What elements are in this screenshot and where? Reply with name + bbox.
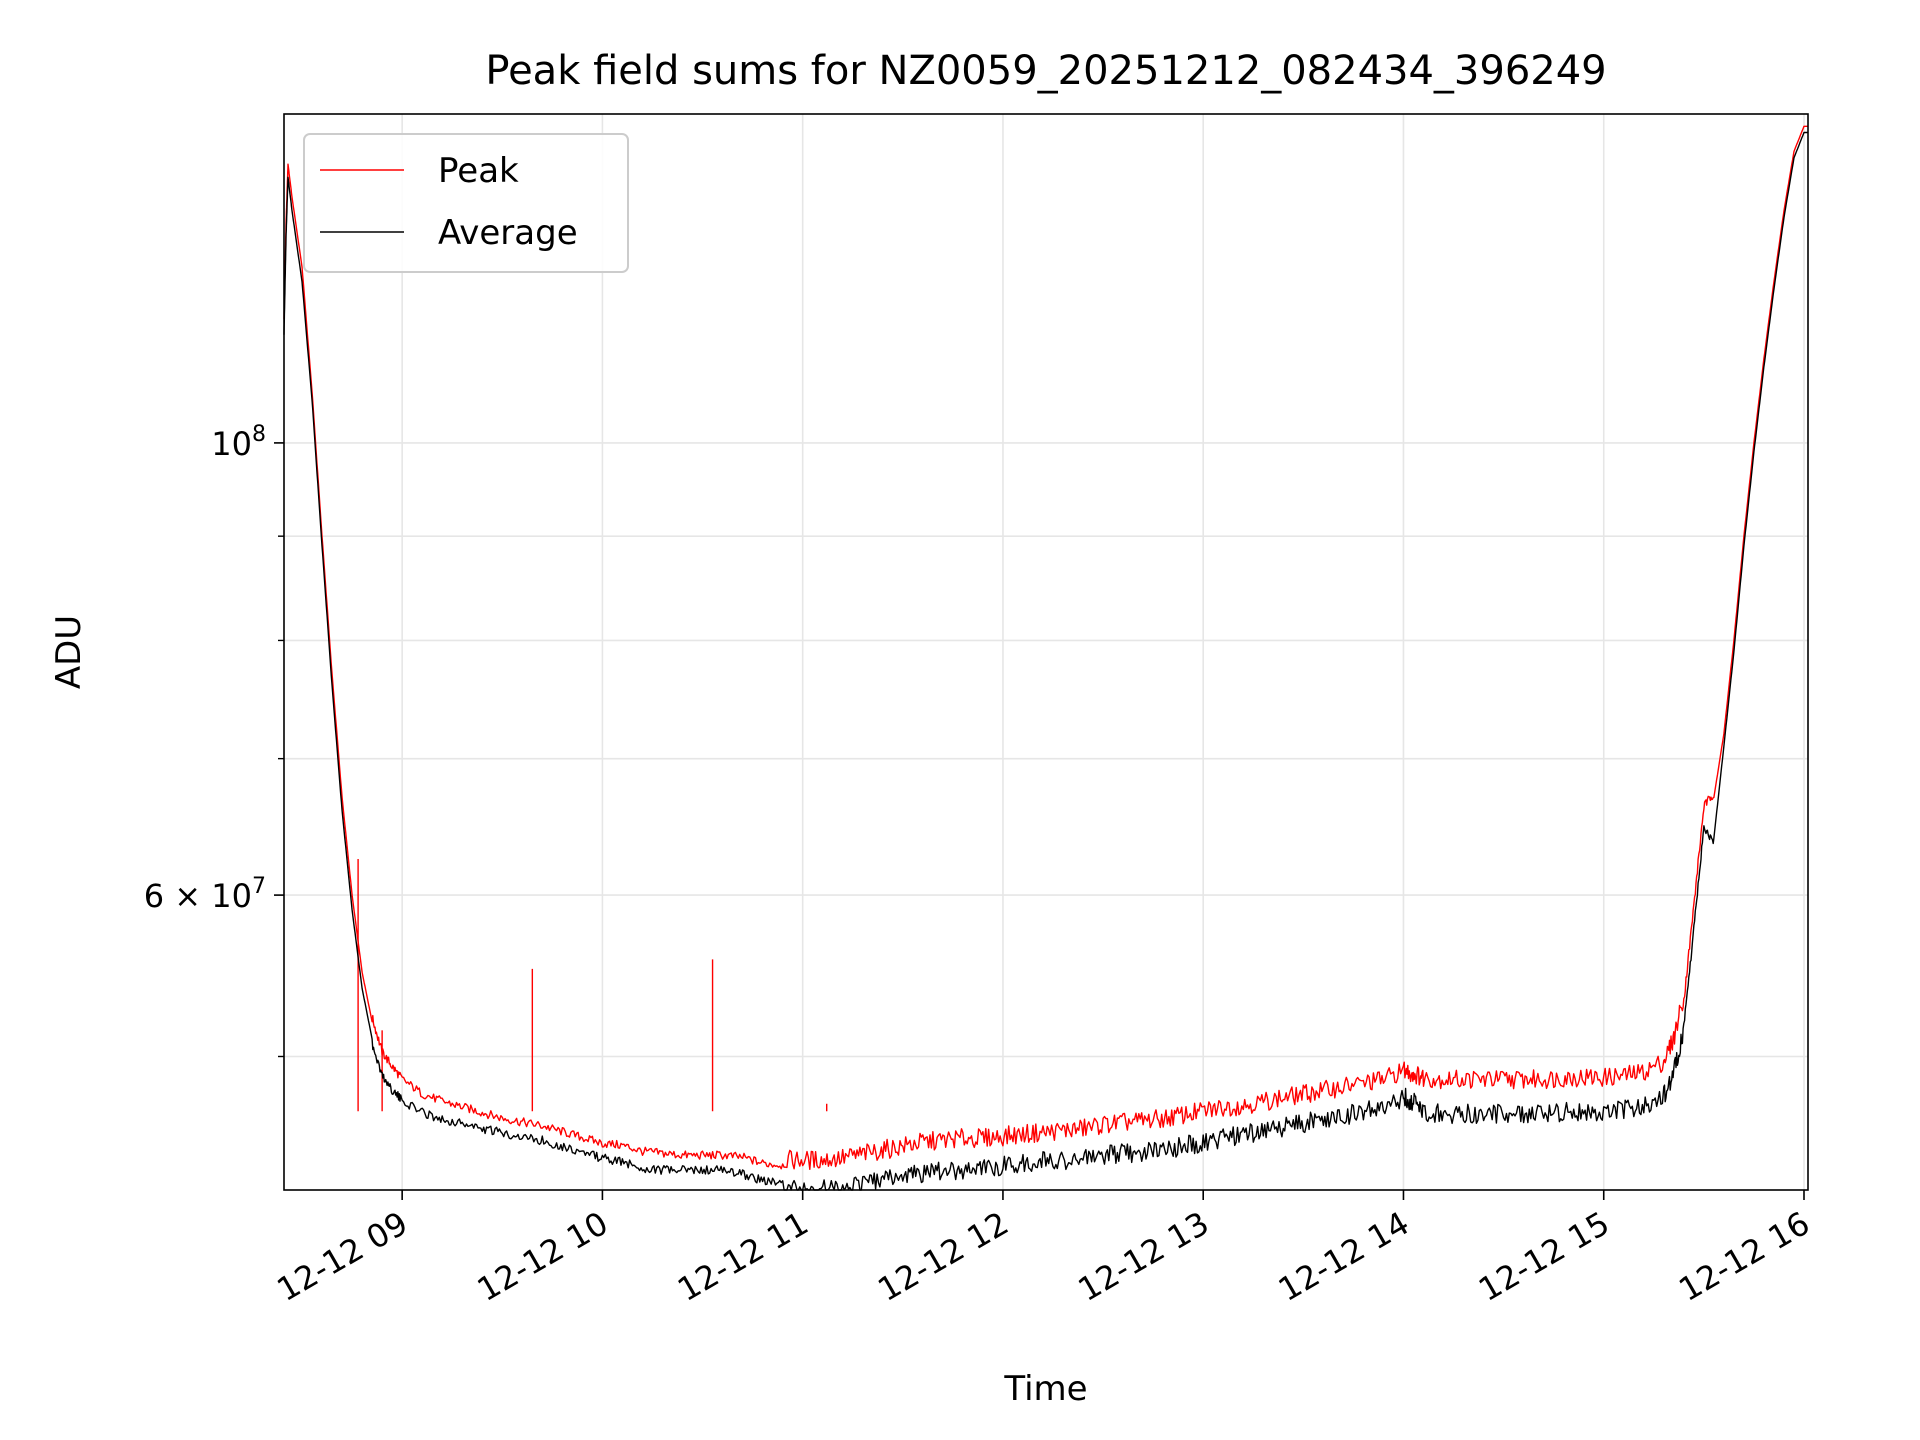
series-line-peak (283, 125, 1809, 1171)
y-axis-ticks: 108 6 × 107 (144, 422, 284, 1058)
y-tick-label: 108 (211, 422, 266, 463)
y-axis-label: ADU (49, 615, 89, 689)
grid (284, 114, 1808, 1190)
y-tick-label: 6 × 107 (144, 874, 266, 915)
legend-box (303, 133, 629, 273)
plot-lines (283, 125, 1809, 1191)
series-line-average (283, 131, 1809, 1191)
chart-title: Peak field sums for NZ0059_20251212_0824… (485, 48, 1606, 94)
x-axis-label: Time (1003, 1369, 1087, 1409)
legend: Peak Average (303, 133, 629, 273)
axes-frame (283, 113, 1809, 1191)
legend-label-peak: Peak (438, 151, 519, 191)
legend-label-average: Average (438, 213, 578, 253)
